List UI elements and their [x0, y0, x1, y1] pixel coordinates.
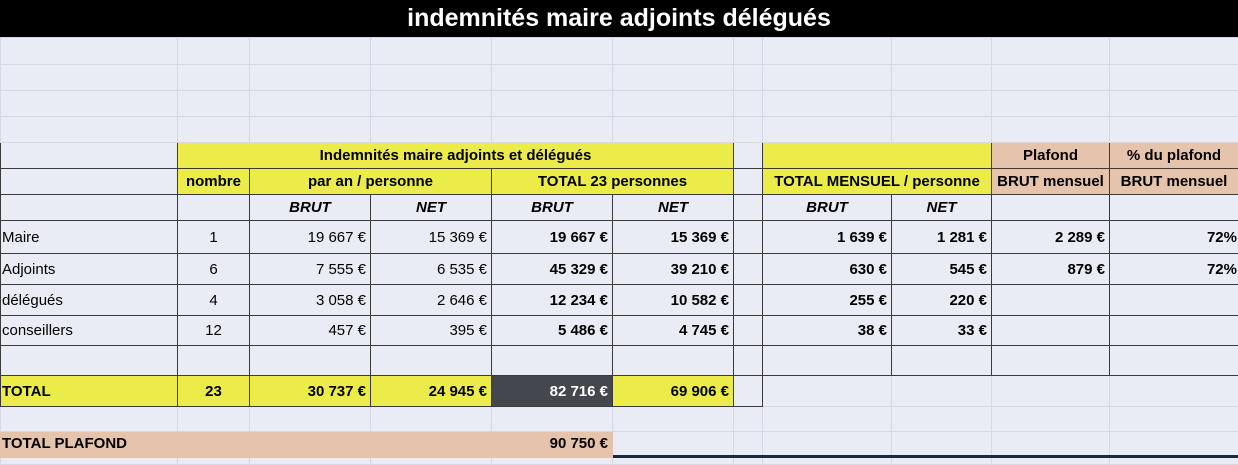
cell[interactable]: 879 € [992, 254, 1110, 285]
total-net[interactable]: 69 906 € [613, 376, 734, 407]
cell[interactable]: 220 € [892, 285, 992, 316]
total-an-net[interactable]: 24 945 € [371, 376, 492, 407]
net-header[interactable]: NET [613, 195, 734, 221]
row-label[interactable]: délégués [1, 285, 178, 316]
cell[interactable]: 45 329 € [492, 254, 613, 285]
header-row-1: Indemnités maire adjoints et délégués Pl… [1, 143, 1238, 169]
cell[interactable]: 255 € [763, 285, 892, 316]
cell[interactable]: 6 [178, 254, 250, 285]
brut-header[interactable]: BRUT [492, 195, 613, 221]
net-header[interactable]: NET [371, 195, 492, 221]
nombre-header[interactable]: nombre [178, 169, 250, 195]
total-nombre[interactable]: 23 [178, 376, 250, 407]
cell[interactable]: 2 646 € [371, 285, 492, 316]
header-row-2: nombre par an / personne TOTAL 23 person… [1, 169, 1238, 195]
total-row: TOTAL 23 30 737 € 24 945 € 82 716 € 69 9… [1, 376, 1238, 407]
par-an-header[interactable]: par an / personne [250, 169, 492, 195]
header-row-3: BRUT NET BRUT NET BRUT NET [1, 195, 1238, 221]
row-label[interactable]: conseillers [1, 316, 178, 346]
cell[interactable]: 1 639 € [763, 221, 892, 254]
cell[interactable]: 4 745 € [613, 316, 734, 346]
total-label[interactable]: TOTAL [1, 376, 178, 407]
cell[interactable]: 72% [1110, 254, 1238, 285]
cell[interactable]: 6 535 € [371, 254, 492, 285]
cell[interactable]: 630 € [763, 254, 892, 285]
cell[interactable]: 12 [178, 316, 250, 346]
total23-header[interactable]: TOTAL 23 personnes [492, 169, 734, 195]
brut-header[interactable]: BRUT [250, 195, 371, 221]
cell[interactable]: 457 € [250, 316, 371, 346]
cell[interactable]: 12 234 € [492, 285, 613, 316]
row-label[interactable]: Maire [1, 221, 178, 254]
cell[interactable]: 19 667 € [492, 221, 613, 254]
cell[interactable]: 72% [1110, 221, 1238, 254]
spreadsheet-grid[interactable]: Indemnités maire adjoints et délégués Pl… [0, 37, 1238, 465]
net-header[interactable]: NET [892, 195, 992, 221]
cell[interactable]: 15 369 € [371, 221, 492, 254]
row-label[interactable]: Adjoints [1, 254, 178, 285]
pct-plafond-header[interactable]: % du plafond [1110, 143, 1238, 169]
total-plafond-label[interactable]: TOTAL PLAFOND [1, 432, 492, 457]
cell[interactable]: 1 281 € [892, 221, 992, 254]
cell[interactable]: 10 582 € [613, 285, 734, 316]
total-an-brut[interactable]: 30 737 € [250, 376, 371, 407]
total-brut-selected-cell[interactable]: 82 716 € [492, 376, 613, 407]
total-plafond-value[interactable]: 90 750 € [492, 432, 613, 457]
cell[interactable]: 5 486 € [492, 316, 613, 346]
cell[interactable]: 33 € [892, 316, 992, 346]
cell[interactable]: 545 € [892, 254, 992, 285]
cell[interactable]: 39 210 € [613, 254, 734, 285]
brut-mensuel-header[interactable]: BRUT mensuel [992, 169, 1110, 195]
cell[interactable]: 395 € [371, 316, 492, 346]
cell[interactable]: 2 289 € [992, 221, 1110, 254]
total-plafond-row: TOTAL PLAFOND 90 750 € [1, 432, 1238, 457]
cell[interactable]: 38 € [763, 316, 892, 346]
cell[interactable]: 7 555 € [250, 254, 371, 285]
sheet-title: indemnités maire adjoints délégués [0, 0, 1238, 37]
cell[interactable]: 4 [178, 285, 250, 316]
group-header[interactable]: Indemnités maire adjoints et délégués [178, 143, 734, 169]
mensuel-header[interactable]: TOTAL MENSUEL / personne [763, 169, 992, 195]
brut-mensuel-header[interactable]: BRUT mensuel [1110, 169, 1238, 195]
plafond-header[interactable]: Plafond [992, 143, 1110, 169]
cell[interactable]: 19 667 € [250, 221, 371, 254]
cell[interactable]: 1 [178, 221, 250, 254]
cell[interactable]: 3 058 € [250, 285, 371, 316]
brut-header[interactable]: BRUT [763, 195, 892, 221]
cell[interactable]: 15 369 € [613, 221, 734, 254]
